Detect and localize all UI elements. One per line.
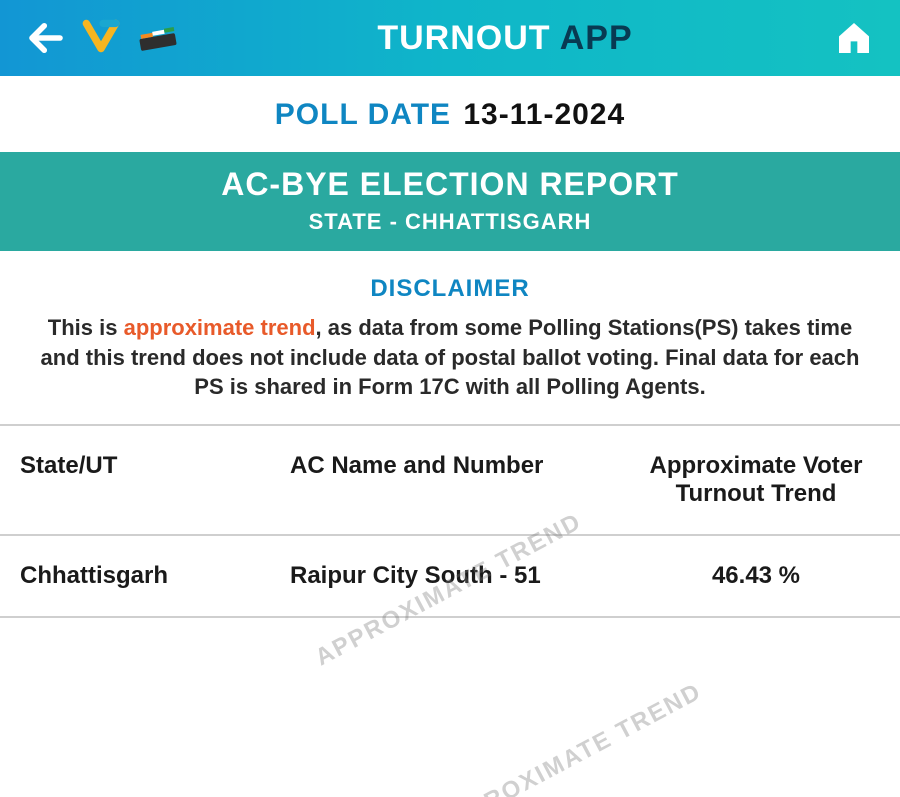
poll-date-line: POLL DATE 13-11-2024 bbox=[0, 76, 900, 152]
banner-title: AC-BYE ELECTION REPORT bbox=[10, 166, 890, 203]
poll-date-value: 13-11-2024 bbox=[463, 98, 625, 131]
eci-logo-icon bbox=[136, 16, 182, 61]
col-ac: AC Name and Number bbox=[270, 426, 612, 534]
cell-turnout: 46.43 % bbox=[612, 536, 900, 616]
watermark-text: APPROXIMATE TREND bbox=[431, 678, 707, 797]
disclaimer-block: DISCLAIMER This is approximate trend, as… bbox=[0, 251, 900, 426]
poll-date-label: POLL DATE bbox=[275, 98, 451, 131]
app-title-part1: TURNOUT bbox=[377, 19, 550, 57]
disclaimer-highlight: approximate trend bbox=[124, 315, 316, 340]
header-logos bbox=[80, 15, 182, 62]
disclaimer-text: This is approximate trend, as data from … bbox=[34, 313, 866, 402]
table-header-row: State/UT AC Name and Number Approximate … bbox=[0, 426, 900, 536]
cell-ac: Raipur City South - 51 bbox=[270, 536, 612, 616]
banner-subtitle: STATE - CHHATTISGARH bbox=[10, 209, 890, 235]
disclaimer-title: DISCLAIMER bbox=[34, 275, 866, 303]
cell-state: Chhattisgarh bbox=[0, 536, 270, 616]
app-title-part2: APP bbox=[560, 19, 633, 57]
v-logo-icon bbox=[80, 15, 122, 62]
app-title: TURNOUT APP bbox=[182, 19, 828, 58]
col-turnout: Approximate Voter Turnout Trend bbox=[612, 426, 900, 534]
report-banner: AC-BYE ELECTION REPORT STATE - CHHATTISG… bbox=[0, 152, 900, 251]
app-header: TURNOUT APP bbox=[0, 0, 900, 76]
table-row: Chhattisgarh Raipur City South - 51 46.4… bbox=[0, 536, 900, 618]
turnout-table: State/UT AC Name and Number Approximate … bbox=[0, 426, 900, 618]
home-button[interactable] bbox=[828, 12, 880, 64]
back-button[interactable] bbox=[20, 12, 72, 64]
disclaimer-pre: This is bbox=[48, 315, 124, 340]
col-state: State/UT bbox=[0, 426, 270, 534]
